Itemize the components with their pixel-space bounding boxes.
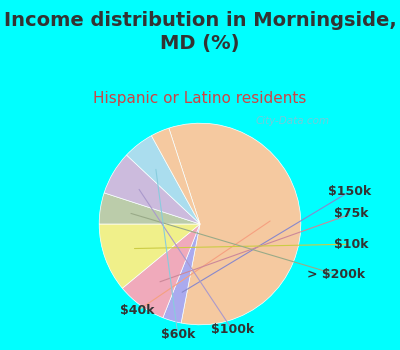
Wedge shape (126, 136, 200, 224)
Wedge shape (104, 155, 200, 224)
Wedge shape (169, 123, 301, 325)
Text: > $200k: > $200k (307, 268, 365, 281)
Text: Hispanic or Latino residents: Hispanic or Latino residents (93, 91, 307, 106)
Wedge shape (99, 224, 200, 288)
Wedge shape (152, 128, 200, 224)
Text: Income distribution in Morningside,
MD (%): Income distribution in Morningside, MD (… (4, 10, 396, 53)
Wedge shape (122, 224, 200, 318)
Wedge shape (99, 193, 200, 224)
Wedge shape (163, 224, 200, 323)
Text: $150k: $150k (328, 185, 371, 198)
Text: $10k: $10k (334, 238, 368, 251)
Text: $75k: $75k (334, 208, 368, 220)
Text: $60k: $60k (161, 328, 195, 341)
Text: City-Data.com: City-Data.com (256, 116, 330, 126)
Text: $100k: $100k (211, 323, 254, 336)
Text: $40k: $40k (120, 304, 155, 317)
